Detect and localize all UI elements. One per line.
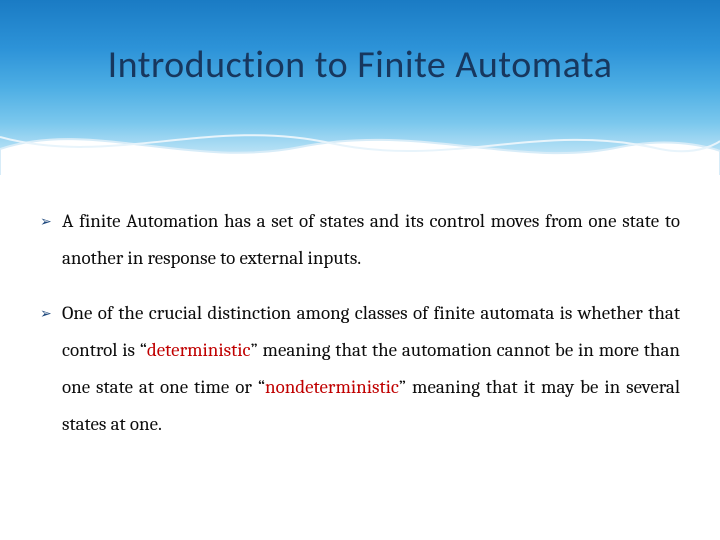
bullet-text-segment: A finite Automation has a set of states …	[62, 210, 680, 269]
bullet-text: One of the crucial distinction among cla…	[62, 295, 680, 443]
bullet-marker-icon: ➢	[40, 209, 58, 236]
slide-title: Introduction to Finite Automata	[0, 42, 720, 88]
bullet-marker-icon: ➢	[40, 301, 58, 328]
slide: Introduction to Finite Automata ➢ A fini…	[0, 0, 720, 540]
slide-content: ➢ A finite Automation has a set of state…	[0, 175, 720, 443]
wave-decoration	[0, 107, 720, 175]
header-band: Introduction to Finite Automata	[0, 0, 720, 175]
bullet-item: ➢ A finite Automation has a set of state…	[40, 203, 680, 277]
highlight-term: deterministic	[147, 339, 251, 361]
bullet-item: ➢ One of the crucial distinction among c…	[40, 295, 680, 443]
bullet-text: A finite Automation has a set of states …	[62, 203, 680, 277]
highlight-term: nondeterministic	[265, 376, 399, 398]
